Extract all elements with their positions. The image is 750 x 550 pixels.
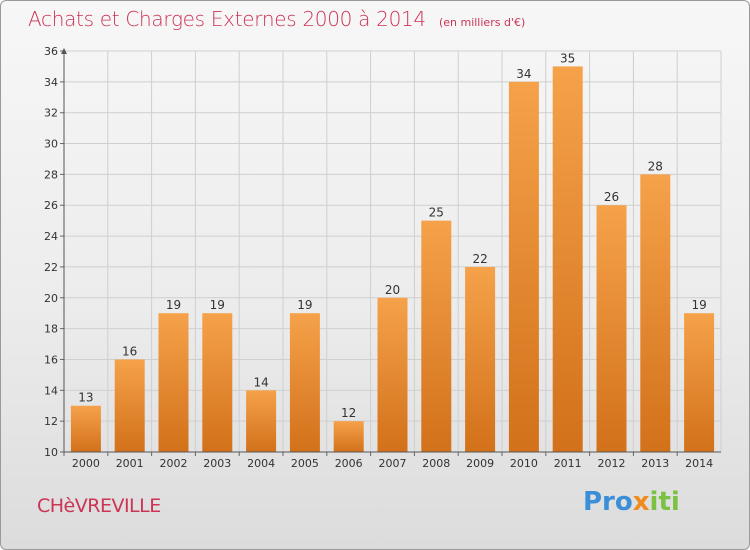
x-tick-label-2005: 2005 [291,457,319,470]
y-tick-label: 24 [44,230,58,243]
bar-2012[interactable] [596,205,627,452]
y-tick-label: 10 [44,446,58,459]
x-tick-label-2011: 2011 [554,457,582,470]
y-tick-label: 30 [44,138,58,151]
x-tick-label-2001: 2001 [116,457,144,470]
x-tick-label-2004: 2004 [247,457,275,470]
labels: 10 12 14 16 18 20 22 24 26 28 30 32 34 36 13 2000 16 2001… [44,45,713,470]
x-tick-label-2010: 2010 [510,457,538,470]
value-label-2008: 25 [429,206,444,220]
bar-2002[interactable] [158,313,189,452]
y-tick-label: 20 [44,292,58,305]
x-tick-label-2012: 2012 [598,457,626,470]
value-label-2009: 22 [472,252,487,266]
y-tick-label: 36 [44,45,58,58]
y-tick-label: 34 [44,76,58,89]
logo-part-3: iti [649,487,680,517]
x-tick-label-2008: 2008 [422,457,450,470]
bar-2005[interactable] [289,313,320,452]
y-tick-label: 16 [44,353,58,366]
y-tick-label: 22 [44,261,58,274]
value-label-2001: 16 [122,344,137,358]
logo-part-2: x [632,487,650,517]
bar-2011[interactable] [552,66,583,452]
logo-part-1: Pro [583,487,633,517]
x-tick-label-2009: 2009 [466,457,494,470]
commune-name: CHèVREVILLE [37,495,161,517]
y-tick-label: 12 [44,415,58,428]
x-tick-label-2006: 2006 [335,457,363,470]
value-label-2014: 19 [691,298,706,312]
value-label-2006: 12 [341,406,356,420]
chart-title: Achats et Charges Externes 2000 à 2014 [28,7,426,31]
x-tick-label-2002: 2002 [160,457,188,470]
x-tick-label-2000: 2000 [72,457,100,470]
y-tick-label: 18 [44,323,58,336]
chart-subtitle: (en milliers d'€) [438,16,526,29]
x-tick-label-2013: 2013 [641,457,669,470]
bar-2006[interactable] [333,421,364,452]
value-label-2007: 20 [385,283,400,297]
bars [70,66,715,452]
bar-2000[interactable] [70,405,101,452]
value-label-2002: 19 [166,298,181,312]
title-row: Achats et Charges Externes 2000 à 2014 (… [28,7,525,31]
bar-2004[interactable] [246,390,277,452]
value-label-2005: 19 [297,298,312,312]
axes [60,48,721,456]
y-tick-label: 32 [44,107,58,120]
value-label-2010: 34 [516,67,531,81]
bar-2003[interactable] [202,313,233,452]
bar-2007[interactable] [377,297,408,452]
bar-2001[interactable] [114,359,145,452]
value-label-2004: 14 [253,375,268,389]
y-axis-arrow-icon [61,48,67,54]
value-label-2013: 28 [648,159,663,173]
bar-2013[interactable] [640,174,671,452]
value-label-2003: 19 [210,298,225,312]
value-label-2000: 13 [78,391,93,405]
x-tick-label-2007: 2007 [379,457,407,470]
bar-2010[interactable] [508,81,539,452]
value-label-2012: 26 [604,190,619,204]
proxiti-logo[interactable]: Proxiti [583,487,680,517]
bar-2009[interactable] [465,266,496,452]
y-tick-label: 28 [44,168,58,181]
bar-2014[interactable] [684,313,715,452]
value-label-2011: 35 [560,51,575,65]
x-tick-label-2014: 2014 [685,457,713,470]
y-tick-label: 26 [44,199,58,212]
x-tick-label-2003: 2003 [203,457,231,470]
y-tick-label: 14 [44,384,58,397]
bar-2008[interactable] [421,220,452,452]
